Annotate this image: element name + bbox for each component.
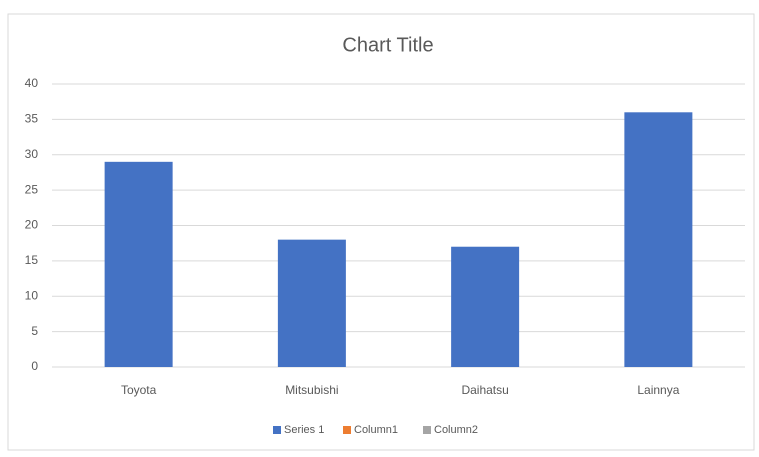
y-tick-label: 0 [31,359,38,373]
y-tick-label: 5 [31,324,38,338]
x-tick-label: Lainnya [637,383,679,397]
bar [451,246,520,367]
x-tick-label: Mitsubishi [285,383,338,397]
legend-swatch [273,426,281,434]
y-tick-label: 20 [25,218,39,232]
y-tick-label: 10 [25,288,39,302]
bar [104,161,173,367]
chart-title: Chart Title [342,34,433,56]
x-tick-label: Toyota [121,383,157,397]
legend-label: Column2 [434,424,478,436]
y-tick-label: 15 [25,253,39,267]
y-tick-label: 40 [25,76,39,90]
bar [624,112,693,367]
legend-label: Series 1 [284,424,324,436]
y-tick-label: 25 [25,182,39,196]
legend-swatch [423,426,431,434]
x-tick-label: Daihatsu [461,383,508,397]
y-tick-label: 30 [25,147,39,161]
bar [277,239,346,367]
legend-label: Column1 [354,424,398,436]
legend-swatch [343,426,351,434]
y-tick-label: 35 [25,112,39,126]
